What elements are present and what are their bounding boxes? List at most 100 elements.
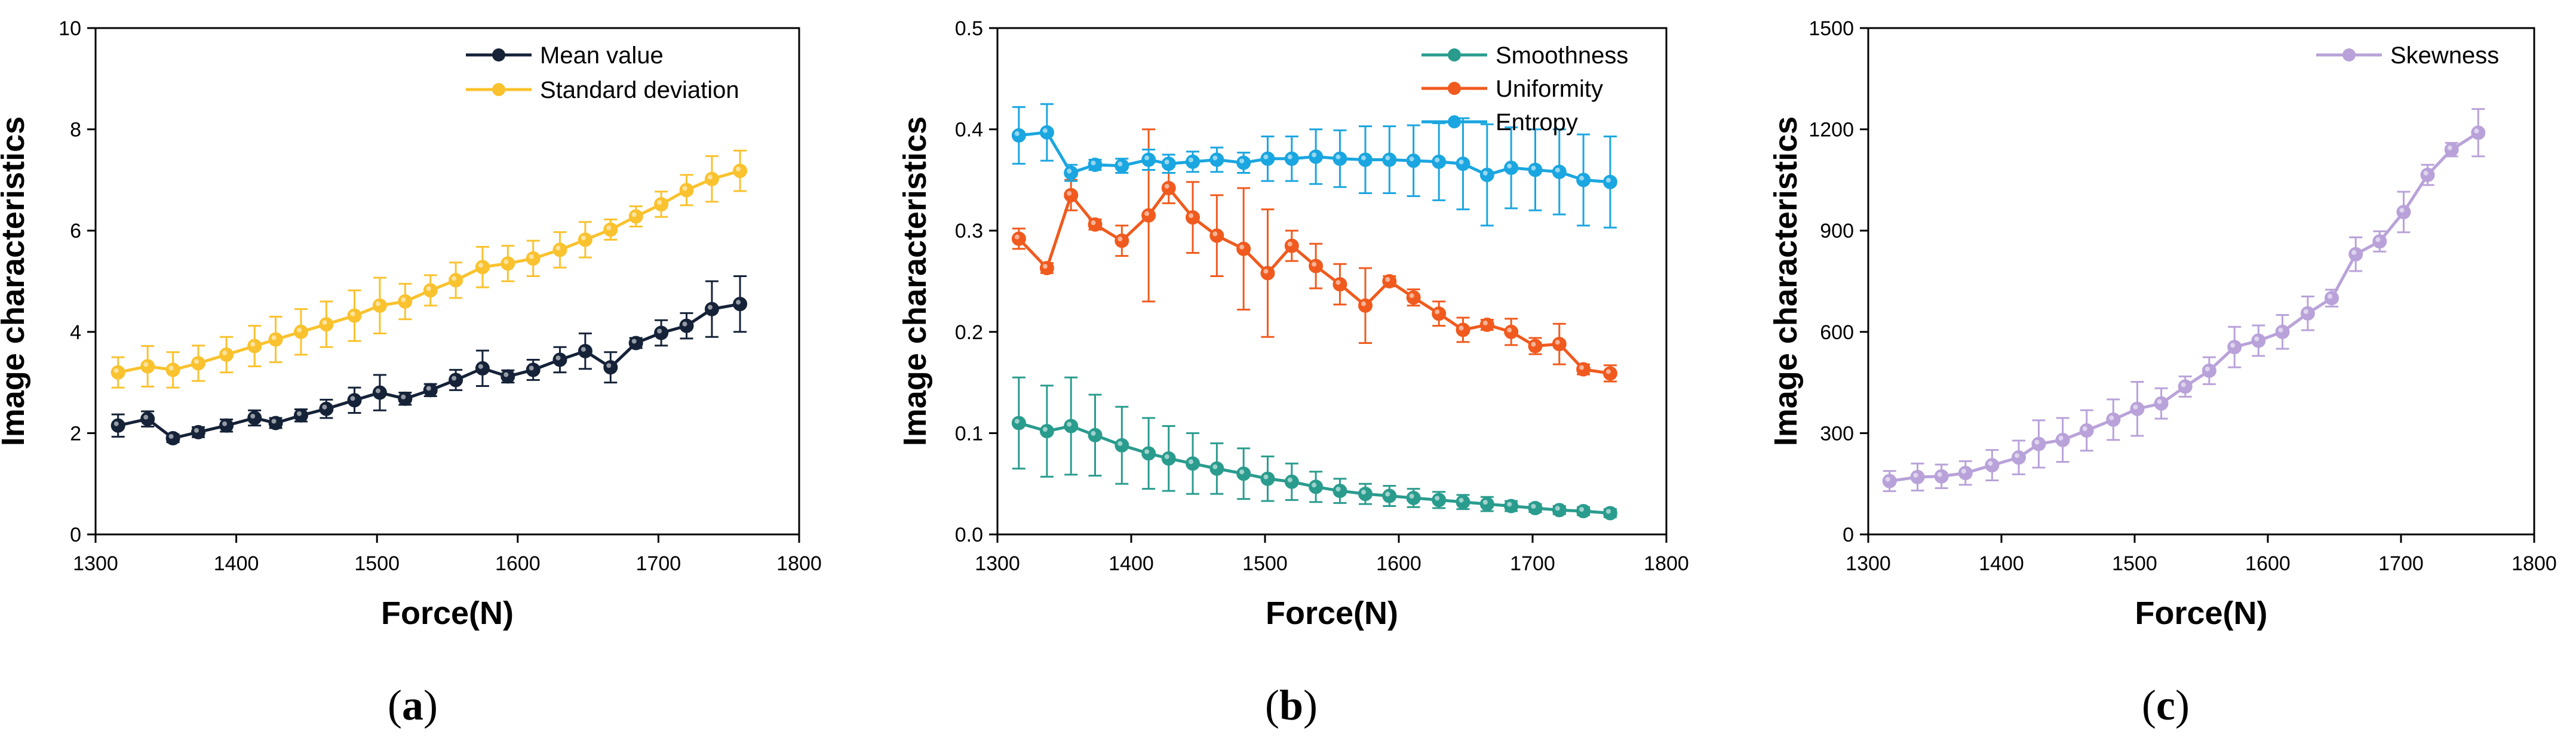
panel-label: (c): [2142, 681, 2190, 729]
x-tick-label: 1400: [214, 552, 259, 575]
data-point: [1260, 266, 1275, 281]
data-point-highlight: [478, 263, 483, 268]
data-point: [679, 183, 694, 198]
data-point-highlight: [1212, 464, 1218, 469]
data-point-highlight: [1531, 503, 1536, 509]
data-point-highlight: [503, 372, 509, 377]
data-point-highlight: [1482, 170, 1488, 176]
data-point: [423, 283, 438, 298]
data-point: [1958, 466, 1973, 481]
data-point: [501, 369, 515, 384]
data-point: [1064, 165, 1079, 180]
data-point-highlight: [194, 428, 199, 433]
series-standard-deviation: Standard deviation: [110, 77, 748, 389]
data-point: [347, 308, 362, 323]
data-point-highlight: [322, 320, 327, 325]
data-point: [733, 164, 748, 179]
data-point: [578, 344, 592, 359]
data-point-highlight: [657, 200, 662, 205]
data-point: [1114, 438, 1129, 453]
data-point-highlight: [1287, 477, 1292, 482]
data-point: [1309, 479, 1324, 494]
data-point: [552, 242, 567, 257]
data-point: [1011, 128, 1026, 143]
x-tick-label: 1400: [1109, 552, 1154, 575]
x-tick-label: 1700: [636, 552, 681, 575]
data-point-highlight: [452, 276, 457, 281]
data-point-highlight: [452, 376, 457, 381]
data-point-highlight: [1459, 325, 1464, 331]
data-point-highlight: [1239, 158, 1245, 164]
data-point: [398, 294, 413, 309]
x-tick-label: 1700: [2378, 552, 2424, 575]
data-point: [1432, 154, 1447, 169]
data-point: [2055, 432, 2070, 447]
data-point-highlight: [1263, 154, 1269, 159]
data-point: [140, 359, 155, 374]
data-point: [1934, 469, 1949, 484]
data-point: [1382, 152, 1397, 167]
data-point-highlight: [2230, 343, 2236, 348]
x-tick-label: 1600: [2245, 552, 2291, 575]
data-point: [1209, 461, 1224, 476]
data-point: [247, 339, 262, 353]
x-tick-label: 1600: [1376, 552, 1421, 575]
data-point-highlight: [1091, 160, 1096, 165]
data-point-highlight: [1579, 176, 1585, 181]
data-point-highlight: [736, 167, 741, 172]
data-point-highlight: [1144, 155, 1150, 161]
data-point-highlight: [1579, 506, 1585, 512]
chart-panel-b: 1300 1400 1500 1600 1700 1800 0.0 0.1 0.2 0.3 0.4 0…: [897, 17, 1689, 729]
data-point-highlight: [194, 359, 199, 364]
data-point-highlight: [1459, 159, 1464, 165]
data-point: [1358, 487, 1373, 502]
series-line: [118, 302, 741, 440]
legend-marker: [1448, 115, 1461, 128]
data-point-highlight: [113, 368, 119, 373]
data-point-highlight: [1409, 493, 1414, 499]
legend-marker: [2342, 48, 2356, 62]
plot-frame: [1867, 27, 2535, 536]
data-point: [1576, 173, 1591, 187]
data-point-highlight: [143, 414, 149, 420]
data-point: [475, 260, 490, 275]
data-point-highlight: [426, 386, 431, 391]
data-point-highlight: [1287, 154, 1292, 159]
y-tick-label: 2: [70, 422, 81, 445]
data-point-highlight: [606, 363, 612, 368]
data-point-highlight: [529, 365, 534, 371]
x-tick-label: 1500: [354, 552, 400, 575]
data-point: [1479, 167, 1494, 182]
data-point: [733, 297, 748, 312]
data-point: [2079, 423, 2094, 438]
data-point: [1985, 458, 2000, 473]
data-point-highlight: [113, 421, 119, 426]
panel-label: (a): [388, 681, 438, 729]
data-point-highlight: [1239, 469, 1245, 475]
data-point-highlight: [1435, 309, 1440, 315]
data-point: [603, 222, 618, 237]
data-point: [1064, 419, 1079, 434]
data-point-highlight: [375, 388, 380, 394]
y-tick-label: 0.4: [955, 119, 983, 142]
legend-label: Skewness: [2390, 42, 2499, 69]
legend-marker: [1448, 82, 1461, 95]
y-tick-label: 1200: [1809, 119, 1854, 142]
data-point-highlight: [2254, 336, 2259, 342]
data-point: [1088, 428, 1103, 442]
y-tick-label: 6: [70, 220, 81, 242]
data-point: [1602, 366, 1617, 381]
data-point: [2106, 412, 2121, 427]
data-point: [1236, 466, 1251, 481]
data-point-highlight: [1144, 211, 1150, 216]
data-point: [2227, 340, 2242, 355]
data-point: [679, 318, 694, 333]
data-point: [2348, 247, 2363, 262]
data-point: [268, 416, 283, 431]
data-point: [1456, 156, 1470, 171]
data-point-highlight: [2399, 208, 2405, 213]
data-point-highlight: [1164, 159, 1169, 165]
data-point-highlight: [1913, 472, 1918, 478]
data-point: [110, 418, 125, 433]
